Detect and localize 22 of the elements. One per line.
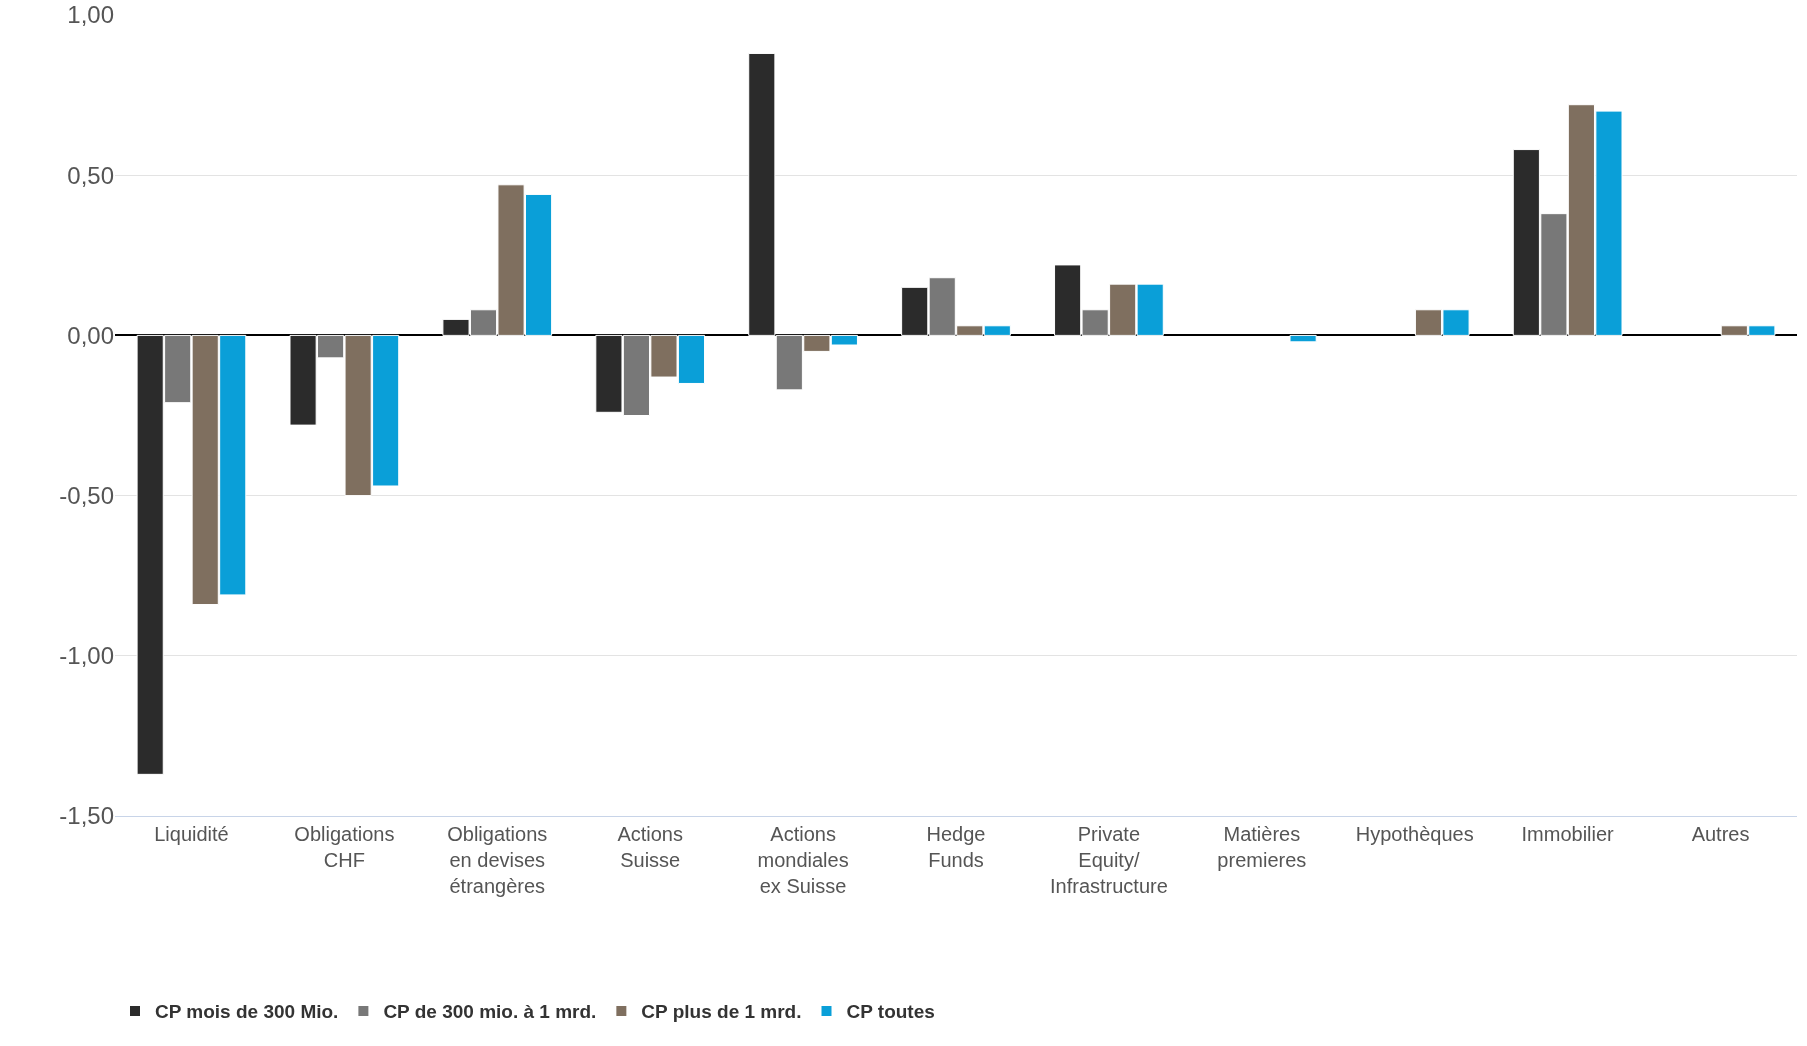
y-tick-label: -0,50 [59,482,114,509]
x-tick-label: Matières premieres [1217,823,1307,871]
x-tick-label: Private Equity/ Infrastructure [1050,823,1168,897]
legend-label: CP plus de 1 mrd. [641,1001,802,1023]
x-tick-label: Liquidité [154,823,229,845]
x-tick-label: Autres [1691,823,1750,845]
y-tick-label: 0,00 [67,321,114,349]
legend-label: CP toutes [846,1001,935,1023]
y-tick-label: 1,00 [67,1,114,29]
bar [1289,334,1317,343]
x-tick-label: Hypothèques [1355,823,1474,845]
x-tick-label: Immobilier [1521,823,1615,845]
x-tick-label: Hedge Funds [926,823,986,871]
x-tick-label: Actions Suisse [617,823,683,871]
y-tick-label: -1,50 [59,802,114,830]
legend-label: CP mois de 300 Mio. [155,1001,339,1023]
x-tick-label: Obligations CHF [294,823,395,871]
legend-label: CP de 300 mio. à 1 mrd. [383,1001,597,1023]
y-tick-label: -1,00 [59,642,114,670]
x-tick-label: Obligations en devises étrangères [447,823,548,897]
y-tick-label: 0,50 [67,161,114,189]
x-tick-label: Actions mondiales ex Suisse [757,823,849,897]
